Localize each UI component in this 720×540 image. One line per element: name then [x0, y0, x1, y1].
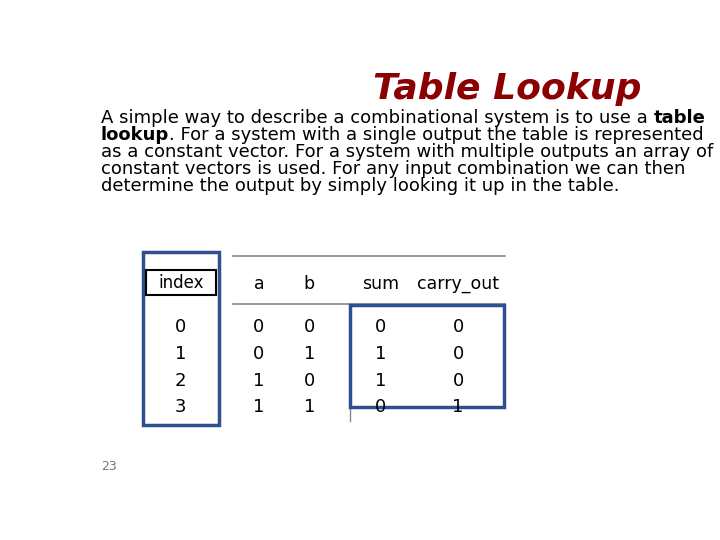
Bar — [351, 305, 504, 408]
Text: 1: 1 — [375, 372, 387, 389]
Text: table: table — [653, 110, 705, 127]
Text: determine the output by simply looking it up in the table.: determine the output by simply looking i… — [101, 177, 619, 195]
Text: 1: 1 — [253, 399, 265, 416]
Text: 1: 1 — [375, 345, 387, 362]
Text: Table Lookup: Table Lookup — [373, 72, 642, 106]
Text: 0: 0 — [175, 318, 186, 335]
Text: 0: 0 — [375, 399, 386, 416]
Text: 3: 3 — [175, 399, 186, 416]
Text: 0: 0 — [375, 318, 386, 335]
Text: 0: 0 — [253, 318, 264, 335]
Text: 1: 1 — [304, 345, 315, 362]
Text: 0: 0 — [452, 372, 464, 389]
Text: 0: 0 — [304, 318, 315, 335]
Text: constant vectors is used. For any input combination we can then: constant vectors is used. For any input … — [101, 160, 685, 178]
Text: lookup: lookup — [101, 126, 169, 144]
Text: 2: 2 — [175, 372, 186, 389]
Text: 1: 1 — [452, 399, 464, 416]
Text: 0: 0 — [253, 345, 264, 362]
Text: 0: 0 — [452, 318, 464, 335]
Text: carry_out: carry_out — [417, 275, 499, 293]
Bar — [143, 252, 219, 425]
Text: as a constant vector. For a system with multiple outputs an array of: as a constant vector. For a system with … — [101, 143, 713, 161]
Text: A simple way to describe a combinational system is to use a: A simple way to describe a combinational… — [101, 110, 653, 127]
Bar — [145, 271, 215, 295]
Text: 0: 0 — [452, 345, 464, 362]
Text: b: b — [304, 275, 315, 293]
Text: 0: 0 — [304, 372, 315, 389]
Text: 1: 1 — [253, 372, 265, 389]
Text: 23: 23 — [101, 460, 117, 473]
Text: 1: 1 — [304, 399, 315, 416]
Text: a: a — [253, 275, 264, 293]
Text: 1: 1 — [175, 345, 186, 362]
Text: sum: sum — [362, 275, 399, 293]
Text: index: index — [158, 274, 204, 292]
Text: . For a system with a single output the table is represented: . For a system with a single output the … — [169, 126, 703, 144]
